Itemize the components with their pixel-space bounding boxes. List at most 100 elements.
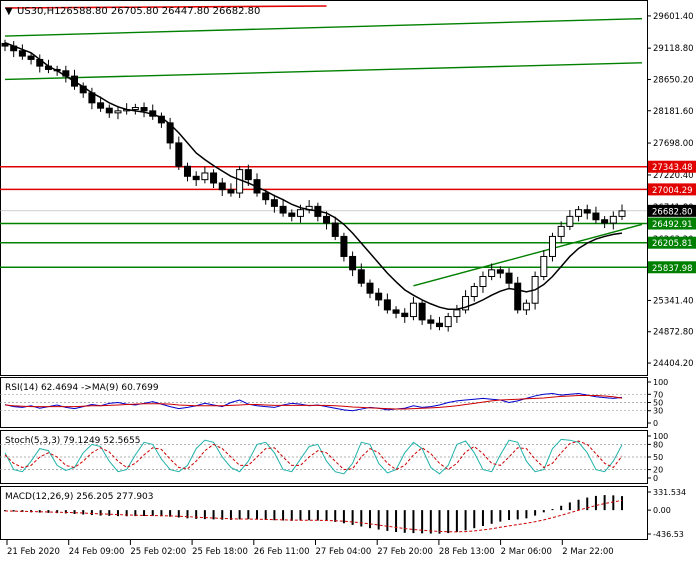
candle-body-13 <box>114 110 122 114</box>
candle-body-22 <box>192 175 200 181</box>
candle-body-2 <box>18 50 26 57</box>
candle-body-71 <box>618 210 626 217</box>
stoch-axis-label-2: 50 <box>653 453 663 462</box>
symbol-timeframe: US30,H1 <box>17 6 60 17</box>
candle-body-56 <box>488 269 496 277</box>
rsi-axis-label-1: 70 <box>653 390 663 399</box>
candle-body-54 <box>470 286 478 298</box>
candle-body-57 <box>496 269 504 274</box>
candle-body-50 <box>436 322 444 328</box>
time-label-0: 21 Feb 2020 <box>7 547 60 557</box>
current-price-label-bg <box>648 204 696 217</box>
candle-body-30 <box>262 192 270 201</box>
stoch-axis-label-0: 100 <box>653 432 668 441</box>
support-label-0-bg <box>648 217 696 230</box>
candle-body-53 <box>462 296 470 311</box>
candle-body-45 <box>392 309 400 314</box>
candle-body-55 <box>479 275 487 288</box>
candle-body-46 <box>401 312 409 318</box>
support-label-2-text: 25837.98 <box>652 264 693 274</box>
ohlc-values: 26588.80 26705.80 26447.80 26682.80 <box>60 6 260 17</box>
candle-body-38 <box>331 222 339 237</box>
candle-body-70 <box>609 215 617 224</box>
candle-body-25 <box>218 182 226 191</box>
candle-body-11 <box>97 102 105 109</box>
header: ▼ US30,H1 26588.80 26705.80 26447.80 266… <box>5 6 260 17</box>
price-label-3: 28181.60 <box>653 107 694 117</box>
candle-body-19 <box>166 122 174 144</box>
stoch-label: Stoch(5,3,3) 79.1249 52.5655 <box>5 436 140 446</box>
candle-body-47 <box>409 302 417 318</box>
trend-lines <box>4 5 643 287</box>
price-label-1: 29118.80 <box>653 44 694 54</box>
candle-body-31 <box>270 199 278 207</box>
time-label-8: 2 Mar 06:00 <box>501 547 552 557</box>
candle-body-3 <box>27 55 35 60</box>
candle-body-40 <box>349 255 357 271</box>
candle-body-66 <box>575 209 583 217</box>
macd-signal-line <box>4 499 623 533</box>
top-resistance-segment <box>4 5 327 9</box>
candle-body-33 <box>288 212 296 217</box>
rsi-axis-label-0: 100 <box>653 378 668 387</box>
macd-axis-label-2: -436.53 <box>653 530 684 539</box>
support-label-1-text: 26205.81 <box>652 239 693 249</box>
resistance-label-0-text: 27343.48 <box>652 163 693 173</box>
candle-body-37 <box>323 215 331 224</box>
candle-body-51 <box>444 316 452 328</box>
candle-body-32 <box>279 205 287 214</box>
candle-body-24 <box>210 172 218 184</box>
current-price-label-text: 26682.80 <box>652 207 693 217</box>
candle-body-39 <box>340 235 348 257</box>
support-label-0-text: 26492.91 <box>652 220 693 230</box>
price-label-4: 27698.00 <box>653 139 694 149</box>
candle-body-65 <box>566 215 574 227</box>
candle-body-69 <box>601 219 609 224</box>
rsi-axis-label-4: 0 <box>653 419 658 428</box>
candle-body-60 <box>522 302 530 311</box>
candle-body-49 <box>427 319 435 324</box>
support-label-1-bg <box>648 236 696 249</box>
time-label-1: 24 Feb 09:00 <box>69 547 125 557</box>
resistance-label-0-bg <box>648 160 696 173</box>
candle-body-16 <box>140 107 148 112</box>
resistance-label-1-bg <box>648 183 696 196</box>
candle-body-62 <box>540 255 548 277</box>
candle-body-58 <box>505 272 513 284</box>
stoch-axis-label-1: 80 <box>653 440 663 449</box>
candle-body-68 <box>592 212 600 221</box>
time-label-9: 2 Mar 22:00 <box>562 547 613 557</box>
trend-line-2 <box>413 223 643 287</box>
candle-body-28 <box>244 169 252 181</box>
candle-body-20 <box>175 142 183 167</box>
time-label-5: 27 Feb 04:00 <box>316 547 372 557</box>
main-pane-border <box>0 0 648 376</box>
header-arrow-icon: ▼ <box>5 6 13 17</box>
candle-body-27 <box>236 169 244 194</box>
rsi-axis-label-3: 30 <box>653 407 663 416</box>
candle-body-63 <box>548 235 556 257</box>
rsi-label: RSI(14) 62.4694 ->MA(9) 60.7699 <box>5 383 159 393</box>
candle-body-44 <box>383 299 391 311</box>
trend-line-1 <box>4 62 643 81</box>
time-label-7: 28 Feb 13:00 <box>439 547 495 557</box>
candle-body-59 <box>514 282 522 311</box>
rsi-ma-line <box>4 395 623 410</box>
macd-indicator: 331.534 0.00 -436.53 <box>4 488 686 539</box>
stoch-k-line <box>4 438 623 475</box>
macd-axis-label-0: 331.534 <box>653 488 686 497</box>
candle-body-41 <box>357 269 365 284</box>
candle-body-64 <box>557 225 565 237</box>
price-label-11: 24404.20 <box>653 359 694 369</box>
stoch-axis-label-4: 0 <box>653 474 658 483</box>
support-label-2-bg <box>648 261 696 274</box>
candle-body-12 <box>105 107 113 114</box>
ma-line <box>4 42 623 310</box>
candle-body-48 <box>418 302 426 321</box>
resistance-label-1-text: 27004.29 <box>652 186 693 196</box>
candle-body-67 <box>583 209 591 214</box>
candle-body-52 <box>453 309 461 318</box>
